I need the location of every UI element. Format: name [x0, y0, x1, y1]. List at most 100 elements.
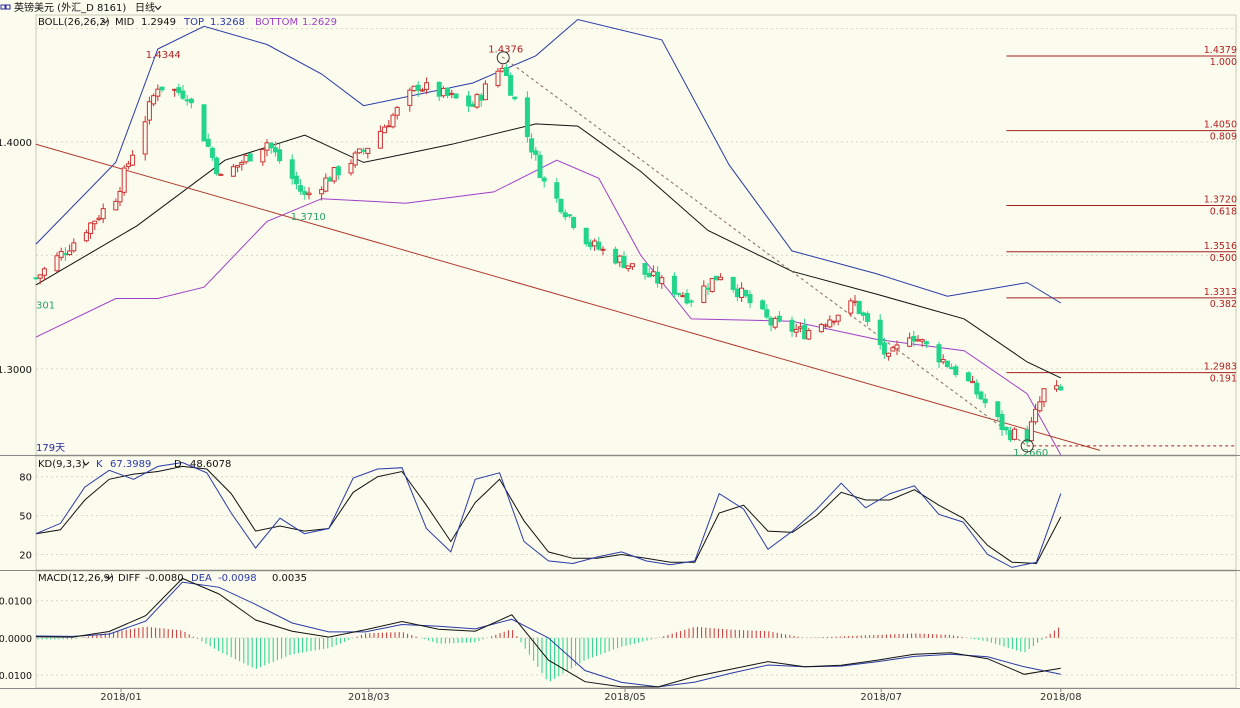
boll-mid-line [35, 123, 1062, 379]
candle-up [823, 324, 829, 327]
candle-up [88, 222, 94, 234]
candle-up [709, 278, 715, 292]
fib-price-label: 1.3516 [1204, 241, 1237, 252]
panel-frame [35, 455, 1237, 571]
candle-down [856, 300, 862, 315]
candle-up [235, 164, 241, 168]
price-y-axis: 1.4000 1.3000 [0, 138, 32, 376]
kd-k-value: 67.3989 [110, 459, 151, 470]
candle-up [625, 265, 631, 270]
title-bar: 英镑美元 (外汇_D 8161) 日线 [0, 0, 1240, 14]
candle-down [646, 272, 652, 278]
candle-down [642, 262, 648, 275]
macd-histogram-value: 0.0035 [272, 573, 307, 584]
candle-down [277, 149, 283, 162]
macd-lines [35, 577, 1061, 688]
candle-down [537, 154, 543, 179]
candle-down [327, 177, 333, 182]
candle-down [688, 300, 694, 303]
macd-histogram [37, 626, 1060, 682]
candle-up [243, 155, 249, 163]
chevron-down-icon [101, 19, 109, 24]
kd-legend: KD(9,3,3) K 67.3989 D 48.6078 [38, 459, 231, 470]
peak-label: 1.4376 [488, 45, 523, 56]
candle-down [533, 150, 539, 156]
candle-up [852, 300, 858, 303]
candle-up [41, 268, 47, 276]
candle-up [886, 352, 892, 357]
period-selector[interactable]: 日线 [135, 1, 155, 14]
boll-indicator-name: BOLL(26,26,2) [38, 17, 110, 28]
candle-up [1028, 421, 1034, 442]
macd-dea-value: -0.0098 [218, 573, 257, 584]
candle-down [209, 147, 215, 158]
candle-up [600, 248, 606, 251]
candle-up [915, 339, 921, 342]
kd-lines [35, 461, 1062, 568]
candle-down [978, 391, 984, 400]
boll-bottom-line [35, 159, 1062, 456]
candle-down [1058, 386, 1064, 391]
candle-up [424, 82, 430, 90]
candle-up [592, 240, 598, 247]
candle-up [172, 88, 178, 91]
candle-down [587, 241, 593, 248]
candle-up [970, 380, 976, 384]
candle-down [335, 166, 341, 176]
candle-down [554, 182, 560, 199]
candle-up [365, 147, 371, 154]
candle-up [831, 320, 837, 323]
kd-d-value: 48.6078 [190, 459, 231, 470]
candle-down [760, 300, 766, 310]
candle-up [482, 83, 488, 101]
price-tick-label: 1.4000 [0, 138, 32, 149]
candle-down [671, 275, 677, 295]
candle-down [655, 271, 661, 284]
candle-up [474, 94, 480, 108]
candle-up [440, 87, 446, 97]
candle-down [1007, 430, 1013, 441]
candle-up [113, 200, 119, 211]
candle-down [453, 93, 459, 99]
swing-dashed-line [501, 56, 1028, 447]
candle-down [470, 103, 476, 107]
candle-up [96, 217, 102, 220]
kd-d-line [35, 465, 1062, 565]
candle-up [680, 295, 686, 298]
candle-down [508, 75, 514, 96]
left-edge-label: 301 [36, 301, 55, 312]
chevron-down-icon [82, 461, 90, 466]
title-bar-bg [0, 0, 1240, 14]
candle-up [797, 326, 803, 329]
bollinger-bands [35, 18, 1062, 456]
kd-k-line [35, 461, 1062, 568]
candle-down [205, 138, 211, 147]
candle-down [436, 81, 442, 97]
candle-down [159, 86, 165, 91]
candle-up [848, 300, 854, 314]
candle-down [865, 313, 871, 322]
boll-bottom-value: 1.2629 [302, 17, 337, 28]
fib-ratio-label: 0.618 [1210, 207, 1237, 218]
kd-y-axis: 80 50 20 [19, 473, 32, 562]
macd-tick-label: 0.0000 [0, 634, 32, 645]
candle-down [503, 67, 509, 77]
boll-mid-label: MID [115, 17, 135, 28]
candle-up [264, 142, 270, 151]
candle-down [730, 276, 736, 290]
menu-grid-icon[interactable] [0, 4, 11, 10]
candle-down [298, 185, 304, 192]
price-legend: BOLL(26,26,2) MID 1.2949 TOP 1.3268 BOTTOM 1.2… [38, 17, 337, 28]
price-annotations: 1.4344 1.4376 1.3710 1.2660 301 179天 [36, 45, 1048, 459]
candle-up [260, 149, 266, 163]
candle-down [566, 214, 572, 217]
candle-down [995, 401, 1001, 417]
candle-up [772, 317, 778, 328]
fib-ratio-label: 0.500 [1210, 253, 1237, 264]
chevron-down-icon[interactable] [154, 5, 162, 11]
instrument-title[interactable]: 英镑美元 (外汇_D 8161) [14, 1, 126, 14]
candle-down [789, 319, 795, 332]
candle-down [293, 175, 299, 185]
macd-tick-label: -0.0100 [0, 671, 32, 682]
